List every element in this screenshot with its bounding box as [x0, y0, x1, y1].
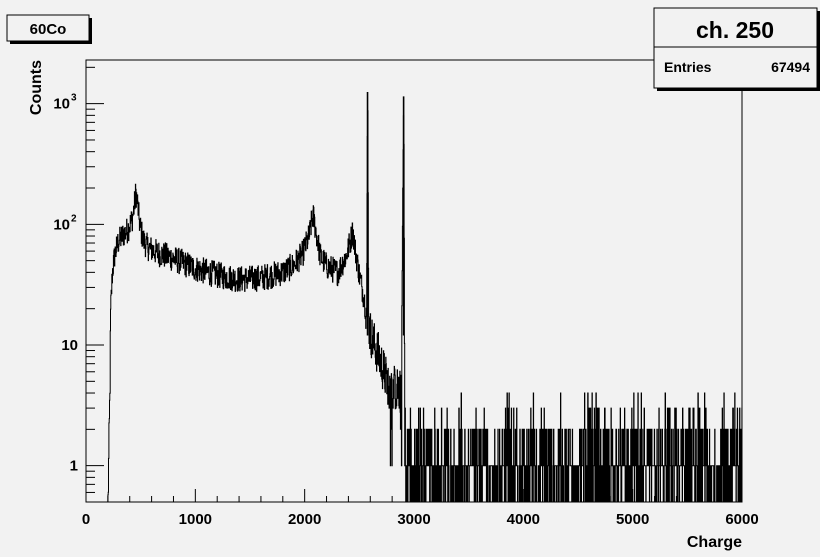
y-tick-label-exponent: 3 — [71, 93, 77, 104]
x-tick-label: 4000 — [507, 511, 540, 528]
title-text: 60Co — [30, 21, 67, 38]
y-tick-label: 10 — [53, 216, 70, 233]
title-box: 60Co — [6, 14, 92, 44]
histogram-series — [107, 91, 743, 503]
histogram-trace — [107, 110, 743, 503]
y-axis-label: Counts — [28, 60, 45, 115]
stats-title: ch. 250 — [696, 17, 774, 43]
plot-frame — [85, 59, 743, 503]
x-tick-label: 0 — [82, 511, 90, 528]
y-tick-label: 10 — [61, 337, 78, 354]
x-tick-label: 2000 — [288, 511, 321, 528]
y-tick-label: 1 — [70, 458, 78, 475]
x-tick-label: 5000 — [616, 511, 649, 528]
y-tick-label-exponent: 2 — [71, 213, 77, 224]
y-tick-label-base: 10 — [53, 216, 70, 233]
stats-entries-label: Entries — [664, 59, 712, 75]
x-tick-label: 3000 — [397, 511, 430, 528]
y-tick-label: 10 — [53, 96, 70, 113]
x-axis-label: Charge — [687, 534, 742, 551]
x-tick-label: 1000 — [179, 511, 212, 528]
stats-entries-value: 67494 — [771, 59, 810, 75]
y-tick-label-base: 10 — [53, 96, 70, 113]
x-tick-label: 6000 — [725, 511, 758, 528]
stats-box: ch. 250 Entries 67494 — [653, 7, 820, 91]
